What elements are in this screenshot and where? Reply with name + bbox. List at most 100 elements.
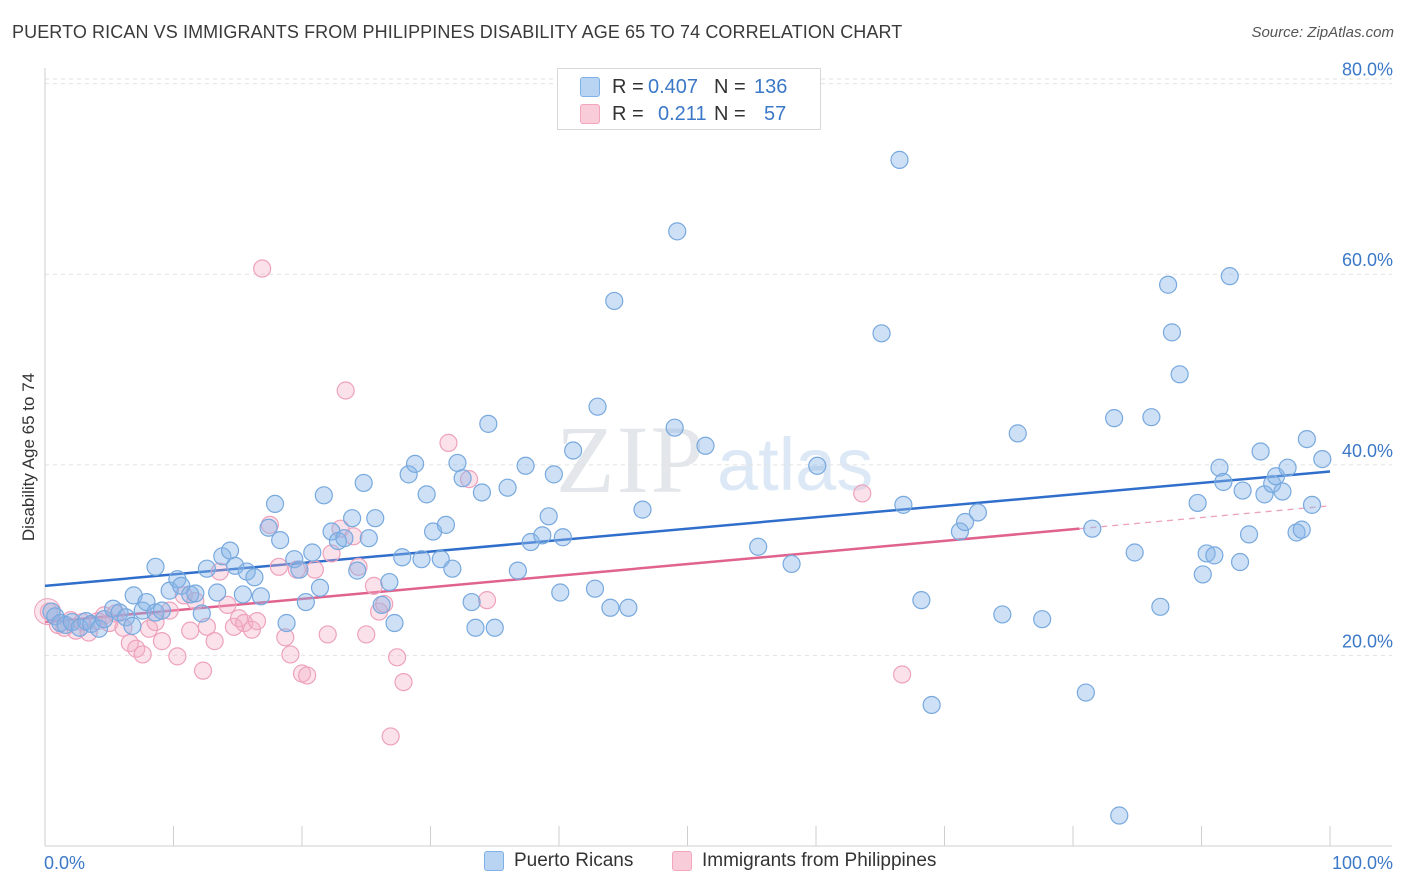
data-point-philippines xyxy=(218,595,237,615)
data-point-puerto-ricans xyxy=(372,595,391,615)
data-point-puerto-ricans xyxy=(296,592,315,612)
data-point-philippines xyxy=(477,591,497,610)
data-point-puerto-ricans xyxy=(265,494,285,513)
data-point-philippines xyxy=(281,645,300,664)
data-point-puerto-ricans xyxy=(1151,597,1170,616)
data-point-puerto-ricans xyxy=(508,561,527,580)
data-point-puerto-ricans xyxy=(479,414,498,433)
data-point-puerto-ricans xyxy=(208,583,227,602)
data-point-puerto-ricans xyxy=(303,543,322,562)
data-point-puerto-ricans xyxy=(1313,450,1332,469)
data-point-puerto-ricans xyxy=(665,418,684,437)
data-point-puerto-ricans xyxy=(1297,430,1316,449)
data-point-puerto-ricans xyxy=(152,601,172,620)
data-point-puerto-ricans xyxy=(453,469,472,488)
data-point-puerto-ricans xyxy=(1076,683,1095,702)
data-point-puerto-ricans xyxy=(186,584,205,603)
data-point-puerto-ricans xyxy=(1105,409,1124,428)
data-point-puerto-ricans xyxy=(601,598,620,617)
data-point-puerto-ricans xyxy=(1230,552,1250,572)
data-point-puerto-ricans xyxy=(277,613,296,633)
data-point-philippines xyxy=(197,617,217,636)
data-point-puerto-ricans xyxy=(1233,481,1252,500)
data-point-puerto-ricans xyxy=(950,522,970,541)
y-tick-label: 60.0% xyxy=(1342,250,1393,270)
data-point-puerto-ricans xyxy=(498,478,517,497)
data-point-puerto-ricans xyxy=(181,585,200,604)
data-point-puerto-ricans xyxy=(385,613,404,633)
data-point-philippines xyxy=(387,648,407,667)
data-point-puerto-ricans xyxy=(354,473,373,493)
legend-label: Immigrants from Philippines xyxy=(702,850,937,871)
data-point-puerto-ricans xyxy=(220,541,240,560)
data-point-puerto-ricans xyxy=(564,441,583,460)
y-axis-label: Disability Age 65 to 74 xyxy=(19,373,38,541)
data-point-puerto-ricans xyxy=(605,291,624,311)
data-point-puerto-ricans xyxy=(443,559,462,578)
n-label: N = xyxy=(714,75,746,98)
data-point-puerto-ricans xyxy=(521,532,540,552)
trend-line-philippines-extension xyxy=(1079,505,1331,530)
data-point-philippines xyxy=(318,625,337,644)
legend-label: Puerto Ricans xyxy=(514,850,634,871)
n-value: 136 xyxy=(754,75,788,98)
data-point-philippines xyxy=(114,618,133,637)
watermark-zip: ZIP xyxy=(556,406,706,513)
legend-item-philippines: Immigrants from Philippines xyxy=(672,850,936,872)
data-point-puerto-ricans xyxy=(366,509,385,528)
data-point-philippines xyxy=(459,470,479,489)
y-tick-label: 40.0% xyxy=(1342,441,1393,461)
data-point-philippines xyxy=(439,433,458,453)
data-point-puerto-ricans xyxy=(343,509,362,528)
data-point-puerto-ricans xyxy=(1008,424,1027,443)
data-point-puerto-ricans xyxy=(922,695,941,715)
data-point-philippines xyxy=(152,632,172,651)
stats-legend: R = 0.407 N = 136 R = 0.211 N = 57 xyxy=(557,68,821,130)
data-point-puerto-ricans xyxy=(890,150,909,169)
data-point-puerto-ricans xyxy=(359,529,378,548)
data-point-puerto-ricans xyxy=(466,618,485,637)
data-point-philippines xyxy=(146,612,165,632)
y-tick-label: 80.0% xyxy=(1342,60,1393,80)
pink-swatch-icon xyxy=(672,851,692,871)
watermark: ZIP atlas xyxy=(556,406,873,513)
data-point-puerto-ricans xyxy=(1214,472,1233,492)
data-point-puerto-ricans xyxy=(448,453,467,473)
series-legend: Puerto Ricans Immigrants from Philippine… xyxy=(0,850,1406,878)
data-point-puerto-ricans xyxy=(696,436,715,455)
data-point-puerto-ricans xyxy=(95,610,114,629)
data-point-philippines xyxy=(364,576,384,595)
data-point-philippines xyxy=(394,672,413,692)
data-point-puerto-ricans xyxy=(393,548,412,567)
r-value: 0.407 xyxy=(648,75,699,98)
data-point-puerto-ricans xyxy=(1170,365,1189,384)
data-point-philippines xyxy=(892,665,912,684)
data-point-puerto-ricans xyxy=(197,559,217,578)
data-point-puerto-ricans xyxy=(137,592,156,612)
x-tick-label: 0.0% xyxy=(44,853,85,873)
data-point-puerto-ricans xyxy=(912,591,931,610)
data-point-puerto-ricans xyxy=(551,583,570,602)
data-point-philippines xyxy=(336,381,355,400)
data-point-puerto-ricans xyxy=(245,568,264,587)
data-point-puerto-ricans xyxy=(405,454,425,473)
data-point-philippines xyxy=(160,601,179,620)
watermark-atlas: atlas xyxy=(717,423,873,506)
data-point-puerto-ricans xyxy=(436,515,456,534)
data-point-puerto-ricans xyxy=(146,603,165,622)
data-point-philippines xyxy=(357,625,376,644)
data-point-puerto-ricans xyxy=(462,592,481,612)
data-point-puerto-ricans xyxy=(782,554,801,574)
y-tick-label: 20.0% xyxy=(1342,631,1393,651)
data-point-puerto-ricans xyxy=(472,483,491,502)
data-point-philippines xyxy=(133,645,152,664)
data-point-puerto-ricans xyxy=(192,604,211,623)
data-point-puerto-ricans xyxy=(485,618,504,637)
data-point-puerto-ricans xyxy=(1273,482,1292,501)
data-point-puerto-ricans xyxy=(1205,546,1224,565)
data-point-puerto-ricans xyxy=(335,529,354,548)
data-point-puerto-ricans xyxy=(516,456,535,475)
data-point-puerto-ricans xyxy=(619,598,638,617)
data-point-philippines xyxy=(853,484,872,503)
